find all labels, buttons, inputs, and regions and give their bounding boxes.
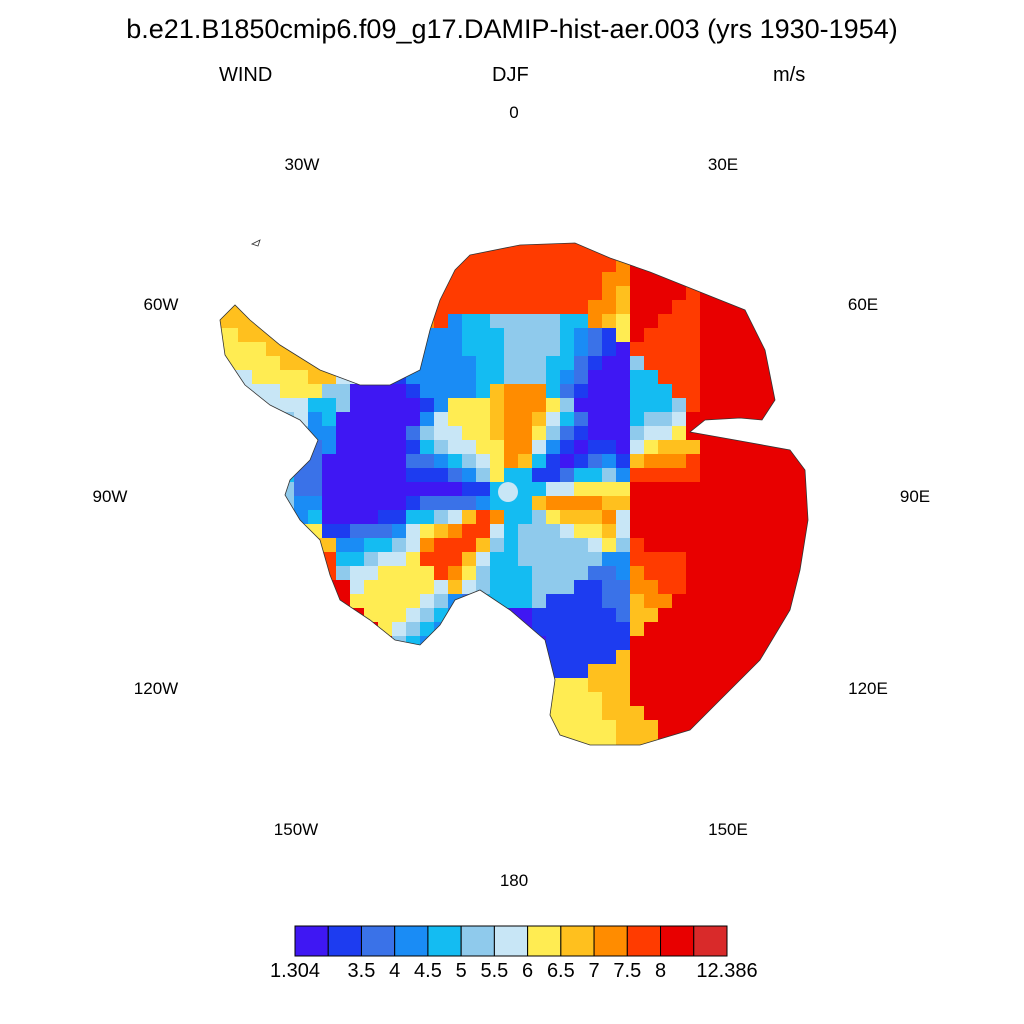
colorbar-box-10 [626,925,662,957]
center-string: DJF [492,64,529,86]
colorbar-label-6: 6 [522,960,534,982]
lon-label-120w: 120W [133,679,179,698]
colorbar-label-2: 4 [389,960,401,982]
colorbar-label-4: 5 [455,960,467,982]
colorbar-label-11: 12.386 [696,960,758,982]
colorbar-label-1: 3.5 [347,960,376,982]
lon-label-150w: 150W [273,820,319,839]
left-string: WIND [219,64,273,86]
colorbar-box-11 [660,925,695,957]
colorbar-box-6 [493,925,529,957]
coastline [219,242,809,746]
colorbar-box-2 [360,925,396,957]
island-outline [250,239,261,247]
lon-label-30e: 30E [707,155,739,174]
lon-label-150e: 150E [708,820,748,839]
colorbar-label-8: 7 [588,960,600,982]
lon-label-60e: 60E [847,295,879,314]
lon-label-90e: 90E [899,487,931,506]
colorbar-box-12 [693,925,728,957]
colorbar-box-7 [527,925,562,957]
units-string: m/s [773,64,806,86]
colorbar-label-5: 5.5 [480,960,509,982]
lon-label-180: 180 [499,871,529,890]
colorbar-box-8 [560,925,595,957]
lon-label-120e: 120E [848,679,888,698]
lon-label-90w: 90W [92,487,128,506]
colorbar-box-0 [294,925,329,957]
lon-label-60w: 60W [143,295,179,314]
plot-title: b.e21.B1850cmip6.f09_g17.DAMIP-hist-aer.… [126,14,898,44]
lon-label-0: 0 [509,103,519,122]
colorbar-box-3 [394,925,429,957]
colorbar-box-4 [427,925,462,957]
colorbar-label-9: 7.5 [613,960,642,982]
pole-region [498,482,518,502]
lon-label-30w: 30W [284,155,320,174]
colorbar-box-9 [593,925,628,957]
colorbar-box-1 [327,925,362,957]
colorbar-label-10: 8 [654,960,667,982]
colorbar-label-0: 1.304 [269,960,321,982]
colorbar-box-5 [460,925,495,957]
colorbar-label-3: 4.5 [414,960,442,982]
colorbar-label-7: 6.5 [546,960,575,982]
